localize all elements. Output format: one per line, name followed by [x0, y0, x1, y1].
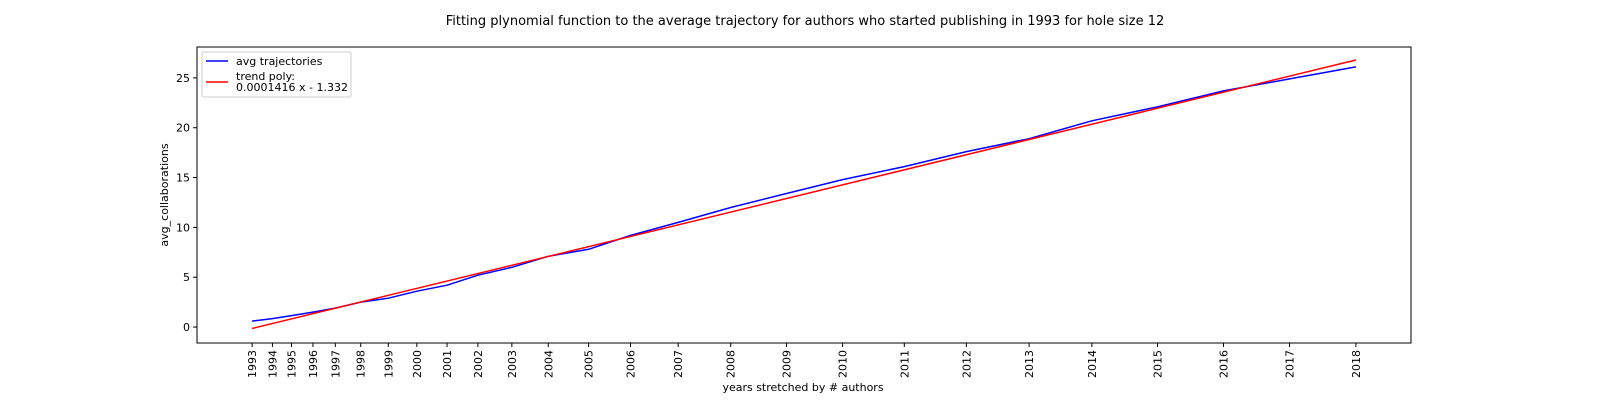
x-tick-label: 1995 — [286, 350, 299, 378]
plot-area — [196, 46, 1412, 344]
x-tick-label: 2011 — [898, 350, 911, 378]
x-tick-label: 2006 — [625, 350, 638, 378]
x-tick-label: 2010 — [837, 350, 850, 378]
x-tick-label: 2003 — [506, 350, 519, 378]
legend-label-avg-trajectories: avg trajectories — [236, 55, 323, 68]
y-axis-label: avg_collaborations — [158, 143, 171, 246]
x-tick-label: 2014 — [1086, 350, 1099, 378]
x-tick-label: 2002 — [472, 350, 485, 378]
x-tick-label: 2005 — [583, 350, 596, 378]
x-tick-label: 1994 — [266, 350, 279, 378]
x-tick-label: 2008 — [725, 350, 738, 378]
x-tick-label: 2012 — [960, 350, 973, 378]
series-lines — [251, 59, 1357, 330]
x-tick-label: 2000 — [411, 350, 424, 378]
x-tick-label: 2018 — [1350, 350, 1363, 378]
x-tick-label: 2016 — [1218, 350, 1231, 378]
x-tick-label: 1993 — [246, 350, 259, 378]
x-tick-label: 2004 — [542, 350, 555, 378]
y-tick-label: 0 — [183, 321, 190, 334]
x-tick-label: 1998 — [355, 350, 368, 378]
x-tick-label: 1999 — [382, 350, 395, 378]
x-tick-label: 2013 — [1023, 350, 1036, 378]
legend-label-trend-poly-line: trend poly: — [236, 70, 295, 83]
legend-label-trend-poly-line: 0.0001416 x - 1.332 — [236, 81, 348, 94]
x-tick-label: 1996 — [307, 350, 320, 378]
x-tick-label: 2001 — [441, 350, 454, 378]
x-tick-label: 2017 — [1284, 350, 1297, 378]
y-tick-label: 10 — [176, 221, 190, 234]
y-tick-label: 20 — [176, 122, 190, 135]
x-axis-label: years stretched by # authors — [722, 381, 883, 394]
y-tick-label: 15 — [176, 172, 190, 185]
chart-title: Fitting plynomial function to the averag… — [446, 14, 1165, 29]
x-tick-label: 2015 — [1152, 350, 1165, 378]
y-axis-ticks: 0 5 10 15 20 25 — [176, 72, 197, 334]
x-tick-label: 2009 — [780, 350, 793, 378]
x-tick-label: 1997 — [329, 350, 342, 378]
y-tick-label: 25 — [176, 72, 190, 85]
y-tick-label: 5 — [183, 271, 190, 284]
series-line-trend-poly — [251, 59, 1357, 330]
legend-box — [201, 51, 352, 98]
x-axis-ticks: 1993 1994 1995 1996 1997 1998 1999 2000 2001 2002… — [246, 343, 1363, 378]
x-tick-label: 2007 — [672, 350, 685, 378]
legend-label-trend-poly: trend poly: 0.0001416 x - 1.332 — [236, 70, 348, 94]
legend: avg trajectories trend poly: 0.0001416 x -… — [201, 51, 352, 98]
